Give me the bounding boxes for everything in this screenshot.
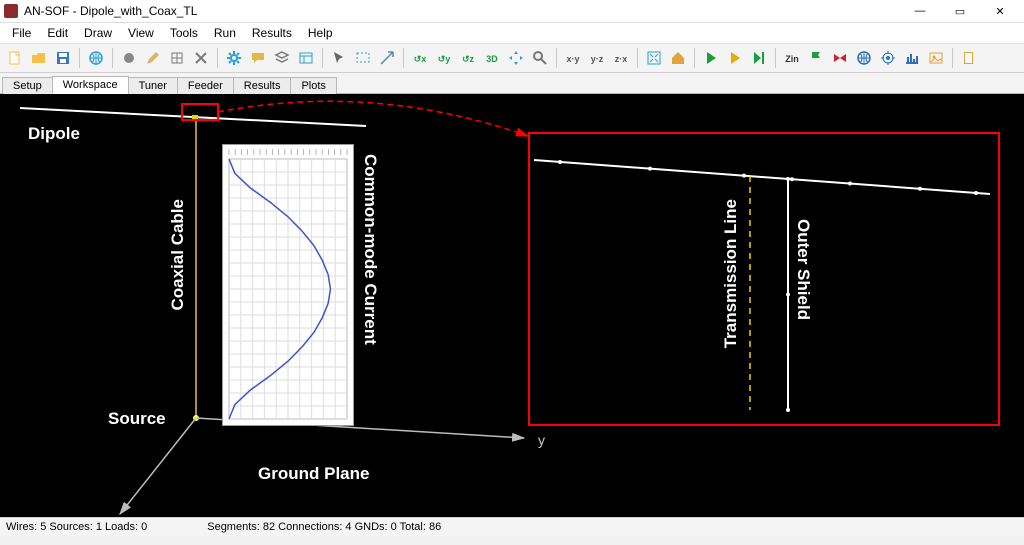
pan-button[interactable] (505, 47, 527, 69)
app-logo-icon (4, 4, 18, 18)
current-distribution-chart (222, 144, 354, 426)
status-left: Wires: 5 Sources: 1 Loads: 0 (6, 521, 147, 533)
save-button[interactable] (52, 47, 74, 69)
minimize-button[interactable]: — (900, 0, 940, 22)
label-tline: Transmission Line (721, 199, 741, 348)
image-button[interactable] (925, 47, 947, 69)
label-coax: Coaxial Cable (168, 199, 188, 311)
tab-setup[interactable]: Setup (2, 77, 53, 94)
rot-z-button[interactable]: ↺z (457, 47, 479, 69)
step-button[interactable] (748, 47, 770, 69)
close-button[interactable]: ✕ (980, 0, 1020, 22)
tab-plots[interactable]: Plots (290, 77, 336, 94)
zx-button[interactable]: z·x (610, 47, 632, 69)
yz-button[interactable]: y·z (586, 47, 608, 69)
earth-button[interactable] (853, 47, 875, 69)
menu-draw[interactable]: Draw (76, 26, 120, 40)
tab-results[interactable]: Results (233, 77, 292, 94)
fit-button[interactable] (643, 47, 665, 69)
maximize-button[interactable]: ▭ (940, 0, 980, 22)
menu-view[interactable]: View (120, 26, 162, 40)
zoom-button[interactable] (529, 47, 551, 69)
toolbar: ↺x ↺y ↺z 3D x·y y·z z·x Zin (0, 43, 1024, 73)
props-button[interactable] (295, 47, 317, 69)
chart-canvas (223, 145, 353, 425)
label-common-mode: Common-mode Current (360, 154, 380, 345)
bowtie-button[interactable] (829, 47, 851, 69)
grid-button[interactable] (166, 47, 188, 69)
svg-text:↺y: ↺y (438, 54, 451, 64)
3d-button[interactable]: 3D (481, 47, 503, 69)
svg-text:y·z: y·z (591, 54, 604, 64)
label-axis-x: x (118, 512, 125, 517)
gear-button[interactable] (223, 47, 245, 69)
svg-text:Zin: Zin (785, 54, 799, 64)
new-button[interactable] (4, 47, 26, 69)
svg-text:x·y: x·y (566, 54, 579, 64)
svg-text:3D: 3D (486, 54, 498, 64)
status-right: Segments: 82 Connections: 4 GNDs: 0 Tota… (207, 521, 441, 533)
menu-tools[interactable]: Tools (162, 26, 206, 40)
globe-button[interactable] (85, 47, 107, 69)
flag-button[interactable] (805, 47, 827, 69)
label-axis-y: y (538, 432, 545, 448)
status-bar: Wires: 5 Sources: 1 Loads: 0 Segments: 8… (0, 517, 1024, 536)
svg-text:↺z: ↺z (462, 54, 475, 64)
sphere-button[interactable] (118, 47, 140, 69)
rect-select-button[interactable] (352, 47, 374, 69)
rot-y-button[interactable]: ↺y (433, 47, 455, 69)
menu-file[interactable]: File (4, 26, 39, 40)
arrow-tool-button[interactable] (376, 47, 398, 69)
menu-run[interactable]: Run (206, 26, 244, 40)
detail-callout-box (528, 132, 1000, 426)
label-source: Source (108, 409, 166, 429)
target-button[interactable] (877, 47, 899, 69)
menu-help[interactable]: Help (300, 26, 341, 40)
play-green-button[interactable] (700, 47, 722, 69)
pencil-button[interactable] (142, 47, 164, 69)
workspace-viewport[interactable]: Dipole Coaxial Cable Common-mode Current… (0, 94, 1024, 517)
play-yellow-button[interactable] (724, 47, 746, 69)
comment-button[interactable] (247, 47, 269, 69)
menu-bar: FileEditDrawViewToolsRunResultsHelp (0, 23, 1024, 43)
svg-text:z·x: z·x (615, 54, 628, 64)
delete-button[interactable] (190, 47, 212, 69)
label-ground: Ground Plane (258, 464, 369, 484)
title-bar: AN-SOF - Dipole_with_Coax_TL — ▭ ✕ (0, 0, 1024, 23)
open-button[interactable] (28, 47, 50, 69)
book-button[interactable] (958, 47, 980, 69)
tab-tuner[interactable]: Tuner (128, 77, 178, 94)
rot-x-button[interactable]: ↺x (409, 47, 431, 69)
label-shield: Outer Shield (793, 219, 813, 320)
tab-strip: SetupWorkspaceTunerFeederResultsPlots (0, 73, 1024, 94)
tab-workspace[interactable]: Workspace (52, 76, 129, 94)
label-dipole: Dipole (28, 124, 80, 144)
menu-results[interactable]: Results (244, 26, 300, 40)
svg-text:↺x: ↺x (414, 54, 427, 64)
window-title: AN-SOF - Dipole_with_Coax_TL (24, 4, 197, 18)
chart-button[interactable] (901, 47, 923, 69)
home-button[interactable] (667, 47, 689, 69)
tab-feeder[interactable]: Feeder (177, 77, 234, 94)
impedance-button[interactable]: Zin (781, 47, 803, 69)
layers-button[interactable] (271, 47, 293, 69)
xy-button[interactable]: x·y (562, 47, 584, 69)
cursor-button[interactable] (328, 47, 350, 69)
menu-edit[interactable]: Edit (39, 26, 76, 40)
